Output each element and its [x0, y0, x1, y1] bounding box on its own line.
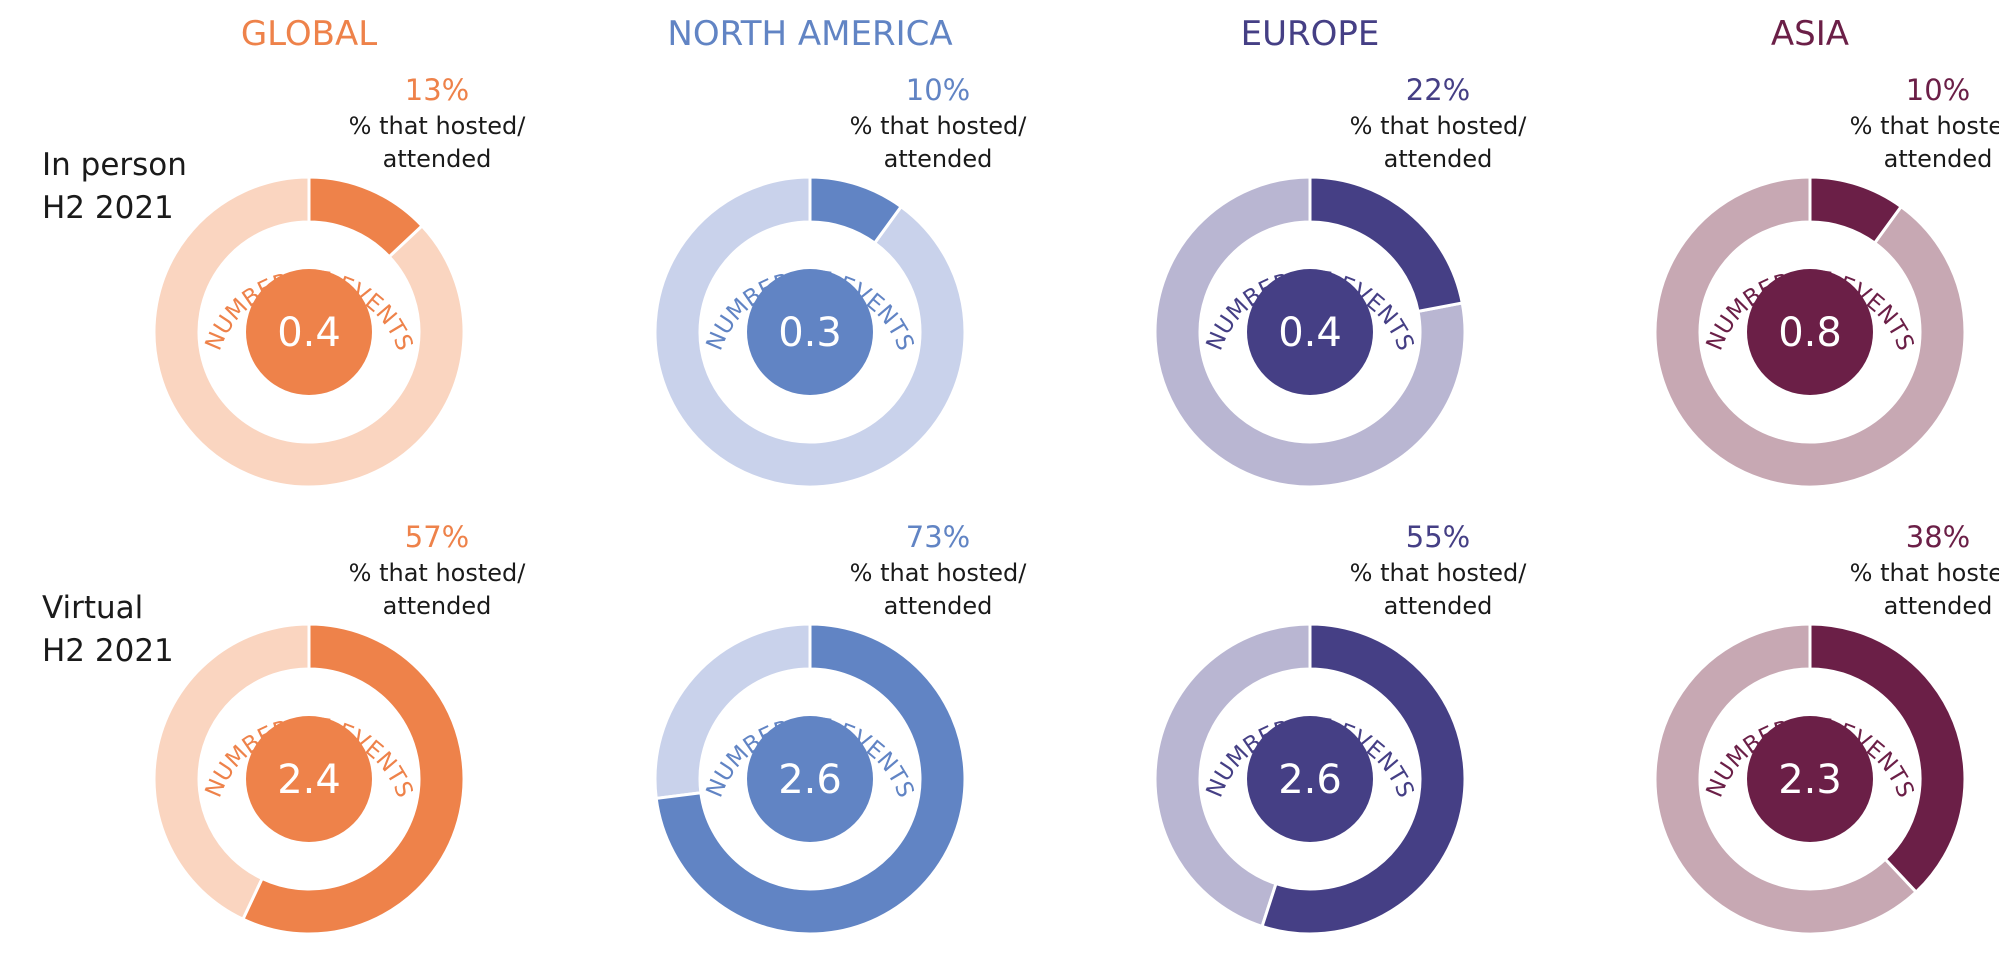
donut-remainder-slice [1653, 175, 1967, 489]
pct-caption-line1: % that hosted/ [850, 112, 1028, 140]
pct-value-label: 73% [906, 520, 970, 554]
donut-r0-c2: 22%% that hosted/attendedNUMBER OF EVENT… [1153, 73, 1528, 489]
donut-share-slice [1308, 175, 1465, 314]
pct-caption-line2: attended [884, 145, 993, 173]
pct-caption-line1: % that hosted/ [1350, 559, 1528, 587]
events-value-label: 2.3 [1778, 757, 1842, 803]
events-value-label: 2.4 [277, 757, 341, 803]
events-core-circle [747, 269, 873, 395]
region-header-2: EUROPE [1241, 14, 1380, 54]
pct-caption-line2: attended [1384, 145, 1493, 173]
row-label-line2: H2 2021 [42, 190, 174, 226]
row-label-line1: Virtual [42, 590, 143, 626]
events-core-circle [1247, 269, 1373, 395]
donut-share-slice [654, 622, 967, 936]
events-core-circle [1747, 716, 1873, 842]
pct-caption-line2: attended [1384, 592, 1493, 620]
pct-value-label: 13% [405, 73, 469, 107]
pct-value-label: 10% [906, 73, 970, 107]
donut-r1-c1: 73%% that hosted/attendedNUMBER OF EVENT… [653, 520, 1028, 936]
row-labels: In person H2 2021 Virtual H2 2021 [42, 147, 187, 669]
donut-r1-c2: 55%% that hosted/attendedNUMBER OF EVENT… [1153, 520, 1528, 936]
pct-caption-line2: attended [1884, 145, 1993, 173]
row-label-line1: In person [42, 147, 187, 183]
pct-value-label: 55% [1406, 520, 1470, 554]
donut-remainder-slice [653, 175, 967, 489]
region-header-1: NORTH AMERICA [667, 14, 952, 54]
donut-remainder-slice [1653, 622, 1919, 936]
donut-remainder-slice [152, 175, 466, 489]
events-value-label: 0.3 [778, 310, 842, 356]
donut-r0-c1: 10%% that hosted/attendedNUMBER OF EVENT… [653, 73, 1028, 489]
region-header-0: GLOBAL [241, 14, 377, 54]
donut-remainder-slice [1153, 622, 1312, 929]
donut-remainder-slice [152, 622, 311, 922]
events-value-label: 2.6 [778, 757, 842, 803]
donut-r1-c0: 57%% that hosted/attendedNUMBER OF EVENT… [152, 520, 527, 936]
events-core-circle [1247, 716, 1373, 842]
pct-caption-line1: % that hosted/ [349, 112, 527, 140]
pct-caption-line2: attended [884, 592, 993, 620]
events-core-circle [1747, 269, 1873, 395]
donut-r0-c0: 13%% that hosted/attendedNUMBER OF EVENT… [152, 73, 527, 489]
row-label-line2: H2 2021 [42, 633, 174, 669]
pct-caption-line1: % that hosted/ [850, 559, 1028, 587]
events-core-circle [246, 269, 372, 395]
donut-share-slice [808, 175, 904, 246]
events-value-label: 2.6 [1278, 757, 1342, 803]
donut-share-slice [1808, 622, 1967, 895]
pct-value-label: 22% [1406, 73, 1470, 107]
pct-caption-line2: attended [383, 145, 492, 173]
pct-caption-line1: % that hosted/ [1850, 112, 1999, 140]
region-headers: GLOBAL NORTH AMERICA EUROPE ASIA [241, 14, 1849, 54]
donut-share-slice [1808, 175, 1904, 246]
pct-caption-line2: attended [383, 592, 492, 620]
donut-remainder-slice [1153, 175, 1467, 489]
donut-share-slice [307, 175, 425, 259]
pct-value-label: 10% [1906, 73, 1970, 107]
pct-caption-line1: % that hosted/ [349, 559, 527, 587]
pct-value-label: 57% [405, 520, 469, 554]
pct-caption-line2: attended [1884, 592, 1993, 620]
pct-caption-line1: % that hosted/ [1850, 559, 1999, 587]
region-header-3: ASIA [1771, 14, 1849, 54]
donut-r0-c3: 10%% that hosted/attendedNUMBER OF EVENT… [1653, 73, 1999, 489]
donut-charts: 13%% that hosted/attendedNUMBER OF EVENT… [152, 73, 1999, 936]
events-value-label: 0.8 [1778, 310, 1842, 356]
events-value-label: 0.4 [277, 310, 341, 356]
events-core-circle [246, 716, 372, 842]
donut-share-slice [1260, 622, 1467, 936]
pct-value-label: 38% [1906, 520, 1970, 554]
donut-share-slice [241, 622, 466, 936]
events-value-label: 0.4 [1278, 310, 1342, 356]
donut-r1-c3: 38%% that hosted/attendedNUMBER OF EVENT… [1653, 520, 1999, 936]
events-core-circle [747, 716, 873, 842]
pct-caption-line1: % that hosted/ [1350, 112, 1528, 140]
